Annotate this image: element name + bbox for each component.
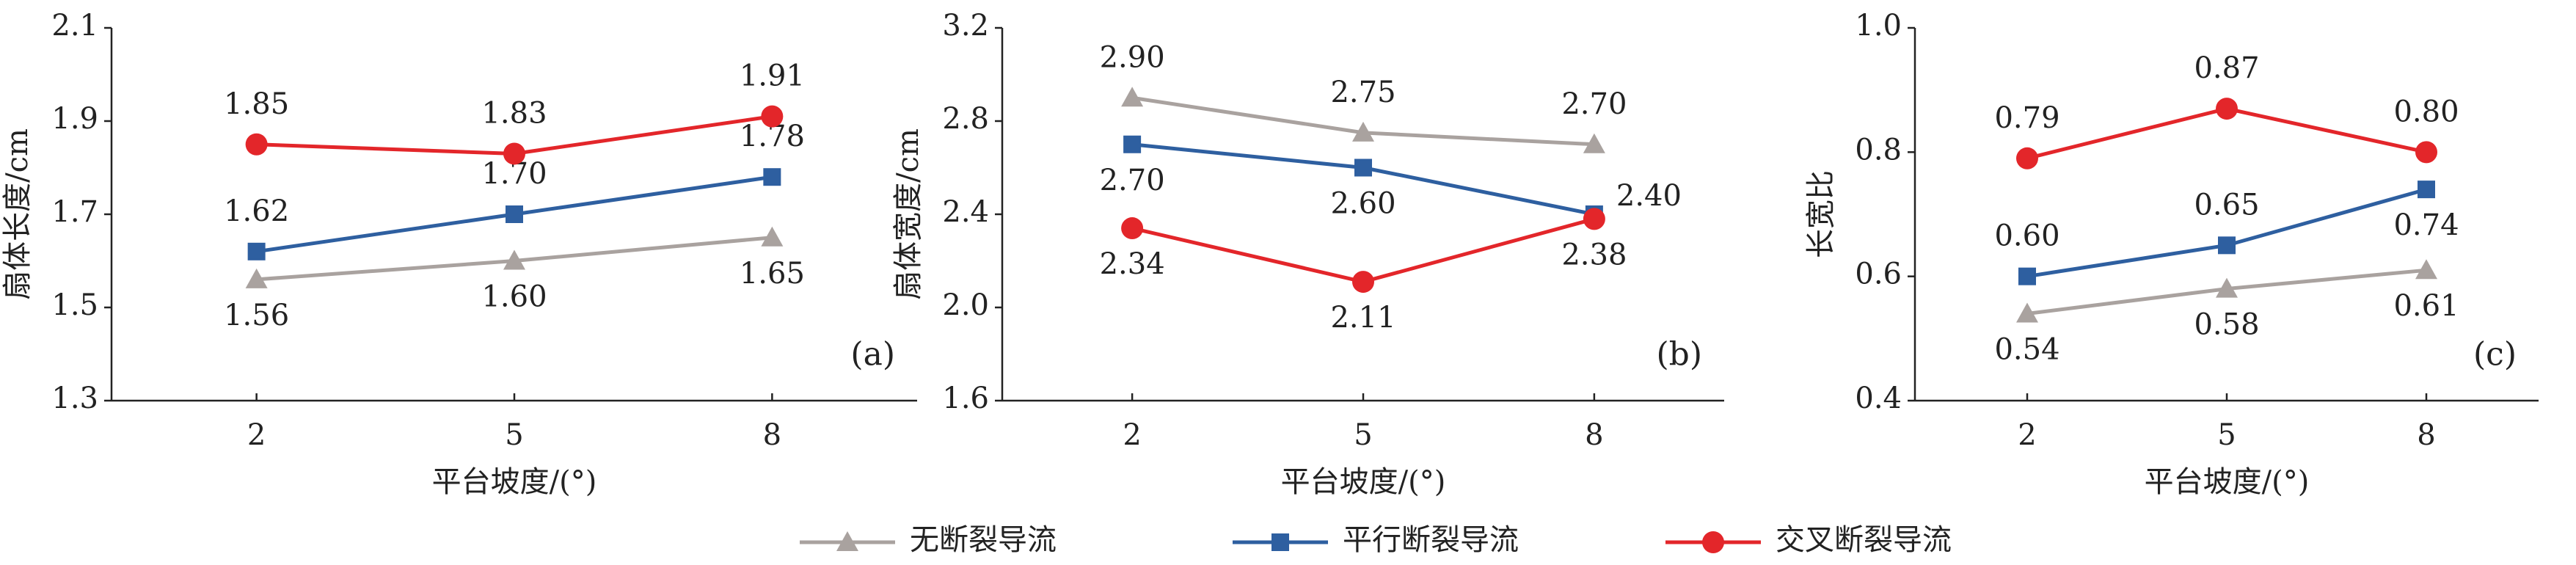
y-tick-label: 3.2 (942, 9, 989, 43)
x-tick-label: 8 (763, 418, 781, 452)
x-tick-label: 5 (2217, 418, 2236, 452)
y-tick-label: 1.9 (51, 102, 98, 136)
value-label: 1.65 (740, 257, 805, 291)
panel-label: (b) (1657, 336, 1703, 373)
marker (1123, 135, 1142, 153)
marker (2418, 181, 2435, 199)
y-axis-title: 长宽比 (1804, 170, 1838, 258)
marker (503, 142, 525, 165)
marker (245, 268, 268, 288)
marker (761, 226, 784, 247)
legend-label: 无断裂导流 (910, 523, 1057, 557)
x-axis-title: 平台坡度/(°) (2145, 465, 2310, 499)
marker (761, 105, 784, 128)
marker (836, 531, 858, 551)
marker (763, 168, 781, 186)
value-label: 2.38 (1561, 238, 1627, 271)
x-tick-label: 5 (1354, 418, 1372, 452)
value-label: 2.11 (1330, 301, 1395, 335)
value-label: 2.75 (1330, 76, 1395, 109)
y-tick-label: 1.7 (51, 195, 98, 229)
marker (1583, 208, 1605, 230)
marker (1121, 217, 1144, 240)
y-tick-label: 1.0 (1855, 9, 1902, 43)
value-label: 1.62 (224, 194, 289, 228)
x-axis-title: 平台坡度/(°) (1281, 465, 1446, 499)
x-tick-label: 2 (1123, 418, 1141, 452)
value-label: 2.70 (1561, 87, 1627, 121)
value-label: 2.34 (1100, 247, 1165, 281)
y-tick-label: 2.8 (942, 102, 989, 136)
marker (2216, 277, 2238, 298)
marker (1583, 133, 1605, 153)
value-label: 0.79 (1994, 101, 2059, 135)
panel-label: (a) (850, 336, 895, 373)
marker (1121, 87, 1144, 107)
marker (1352, 121, 1374, 142)
marker (2016, 147, 2038, 170)
value-label: 0.61 (2393, 289, 2459, 323)
y-tick-label: 2.1 (51, 9, 98, 43)
value-label: 0.80 (2393, 95, 2459, 128)
x-axis-title: 平台坡度/(°) (432, 465, 597, 499)
value-label: 2.60 (1330, 187, 1395, 221)
value-label: 1.83 (481, 96, 547, 130)
value-label: 2.90 (1100, 40, 1165, 74)
x-tick-label: 2 (247, 418, 266, 452)
marker (247, 242, 266, 260)
marker (506, 205, 523, 223)
y-tick-label: 0.6 (1855, 258, 1902, 291)
value-label: 1.91 (740, 59, 805, 93)
y-tick-label: 0.4 (1855, 382, 1902, 415)
marker (1702, 531, 1724, 553)
y-tick-label: 2.4 (942, 195, 989, 229)
value-label: 1.85 (224, 87, 289, 121)
value-label: 0.74 (2393, 208, 2459, 242)
marker (1354, 158, 1372, 177)
x-tick-label: 5 (505, 418, 523, 452)
x-tick-label: 2 (2018, 418, 2036, 452)
y-axis-title: 扇体长度/cm (1, 128, 34, 300)
marker (503, 249, 525, 270)
marker (1271, 533, 1289, 551)
x-tick-label: 8 (2417, 418, 2435, 452)
value-label: 1.56 (224, 299, 289, 332)
marker (2415, 141, 2437, 164)
legend-label: 交叉断裂导流 (1776, 523, 1952, 557)
marker (2018, 267, 2036, 285)
value-label: 1.60 (481, 280, 547, 314)
y-tick-label: 1.6 (942, 382, 989, 415)
value-label: 0.87 (2194, 51, 2259, 85)
x-tick-label: 8 (1585, 418, 1603, 452)
marker (2016, 302, 2038, 323)
panel-label: (c) (2473, 336, 2517, 373)
marker (2415, 259, 2437, 280)
marker (245, 133, 268, 156)
y-axis-title: 扇体宽度/cm (891, 128, 925, 300)
value-label: 0.65 (2194, 188, 2259, 222)
value-label: 2.40 (1616, 179, 1682, 213)
y-tick-label: 1.3 (51, 382, 98, 415)
value-label: 0.54 (1994, 332, 2059, 366)
marker (2218, 236, 2236, 255)
value-label: 2.70 (1100, 164, 1165, 197)
y-tick-label: 2.0 (942, 288, 989, 322)
legend-label: 平行断裂导流 (1343, 523, 1519, 557)
value-label: 0.58 (2194, 308, 2259, 342)
value-label: 0.60 (1994, 219, 2059, 253)
marker (1352, 271, 1374, 294)
y-tick-label: 1.5 (51, 288, 98, 322)
marker (2216, 98, 2238, 120)
y-tick-label: 0.8 (1855, 133, 1902, 167)
